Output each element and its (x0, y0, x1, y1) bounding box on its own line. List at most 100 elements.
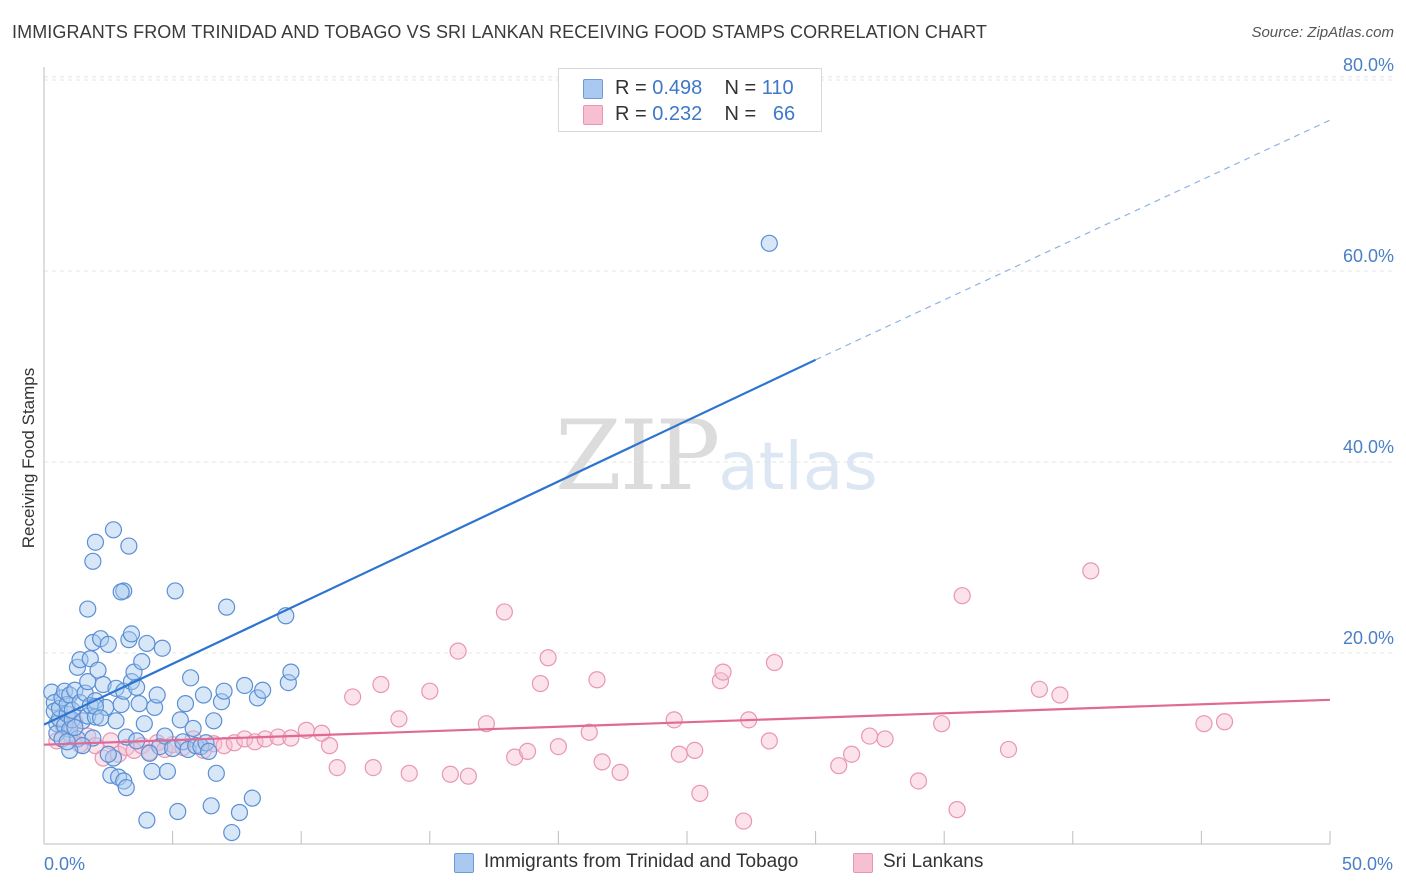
sri-lankans-point (449, 642, 467, 660)
legend-n-label: N = (724, 103, 762, 125)
trinidad-tobago-point (115, 772, 133, 790)
x-tick-label-min: 0.0% (44, 854, 85, 874)
trinidad-tobago-point (179, 740, 197, 759)
trinidad-tobago-point (58, 733, 76, 751)
trinidad-tobago-point (94, 675, 112, 694)
trinidad-tobago-point (79, 600, 97, 618)
sri-lankans-point (580, 723, 598, 741)
sri-lankans-point (953, 587, 971, 605)
sri-lankans-point (539, 649, 557, 667)
trinidad-tobago-point (215, 682, 233, 700)
sri-lankans-point (686, 741, 704, 760)
trinidad-tobago-point (86, 533, 105, 551)
sri-lankans-point (518, 742, 537, 760)
trinidad-tobago-point (117, 779, 135, 797)
sri-lankans-point (999, 740, 1018, 759)
trinidad-tobago-point (153, 639, 171, 657)
trinidad-tobago-point (66, 718, 84, 737)
trinidad-tobago-point (120, 537, 138, 555)
trinidad-tobago-point (243, 789, 261, 807)
axes (43, 67, 1331, 845)
sri-lankans-point (861, 727, 879, 745)
legend-n-label: N = (724, 77, 762, 99)
sri-lankans-point (320, 737, 339, 755)
trinidad-tobago-point (171, 711, 189, 729)
legend-swatch-blue (583, 79, 603, 99)
sri-lankans-point (313, 724, 331, 742)
y-tick-label: 60.0% (1343, 246, 1394, 266)
trinidad-tobago-point (143, 762, 161, 781)
y-axis-label: Receiving Food Stamps (19, 368, 38, 548)
sri-lankans-point (364, 758, 382, 777)
source-credit: Source: ZipAtlas.com (1251, 24, 1394, 41)
sri-lankans-point (400, 764, 418, 782)
sri-lankans-point (531, 674, 549, 693)
sri-lankans-point (495, 603, 513, 621)
y-tick-label: 80.0% (1343, 55, 1394, 75)
bottom-legend-trinidad-tobago: Immigrants from Trinidad and Tobago (454, 850, 834, 876)
trinidad-tobago-point (122, 625, 141, 643)
trinidad-tobago-point (89, 661, 107, 679)
trinidad-tobago-point (212, 693, 231, 711)
sri-lankans-point (256, 730, 274, 748)
y-tick-label: 40.0% (1343, 437, 1394, 457)
trinidad-tobago-point (107, 712, 125, 730)
trinidad-tobago-point (194, 686, 213, 704)
legend-r-value: 0.232 (652, 103, 703, 125)
trinidad-tobago-point (279, 674, 297, 692)
sri-lankans-point (282, 729, 300, 747)
sri-lankans-point (1030, 680, 1048, 698)
trinidad-tobago-point (140, 744, 159, 762)
grid-lines (44, 76, 1394, 654)
trend-lines (43, 119, 1331, 746)
trinidad-tobago-point (104, 521, 123, 539)
trinidad-tobago-point (205, 712, 223, 730)
sri-lankans-point (760, 732, 778, 750)
sri-lankans-point (1051, 686, 1069, 704)
correlation-legend: R = 0.498 N = 110 R = 0.232 N = 66 (558, 68, 822, 132)
trinidad-tobago-trend-extension (815, 119, 1331, 361)
sri-lankans-point (549, 737, 568, 756)
sri-lankans-trend-line (43, 698, 1331, 746)
legend-n-value: 66 (772, 103, 796, 125)
trinidad-tobago-point (182, 669, 200, 687)
trinidad-tobago-point (230, 803, 249, 822)
sri-lankans-point (1195, 715, 1213, 733)
sri-lankans-point (909, 772, 928, 790)
trinidad-tobago-point (148, 686, 166, 704)
trinidad-tobago-point (91, 709, 110, 727)
trinidad-tobago-point (99, 635, 117, 654)
trinidad-tobago-points (43, 234, 778, 842)
trinidad-tobago-point (158, 762, 177, 781)
sri-lankans-point (328, 758, 346, 777)
trinidad-tobago-point (43, 683, 61, 701)
legend-r-value: 0.498 (652, 77, 703, 99)
trinidad-tobago-point (138, 811, 156, 829)
x-tick-label-max: 50.0% (1342, 854, 1393, 874)
legend-r-label: R = (615, 77, 653, 99)
sri-lankans-point (948, 801, 966, 819)
trinidad-tobago-trend-line (43, 358, 817, 726)
trinidad-tobago-point (112, 695, 130, 714)
trinidad-tobago-point (166, 582, 184, 600)
tick-labels: 20.0% 40.0% 60.0% 80.0% 0.0% 50.0% Receiving F… (19, 55, 1394, 874)
sri-lankans-point (372, 675, 390, 694)
sri-lankans-point (765, 653, 784, 672)
trinidad-tobago-point (282, 663, 300, 681)
sri-lankans-point (441, 765, 459, 783)
trinidad-tobago-point (130, 695, 148, 713)
trinidad-tobago-point (254, 681, 272, 699)
sri-lankans-point (933, 715, 951, 733)
sri-lankans-point (593, 753, 611, 771)
sri-lankans-point (588, 671, 606, 689)
watermark-atlas: atlas (718, 428, 878, 505)
legend-r-label: R = (615, 103, 653, 125)
chart-title: IMMIGRANTS FROM TRINIDAD AND TOBAGO VS S… (12, 22, 988, 42)
bottom-legend-label: Sri Lankans (883, 851, 984, 872)
sri-lankans-point (665, 711, 683, 729)
sri-lankans-point (876, 730, 894, 748)
bottom-legend-sri-lankans: Sri Lankans (853, 850, 1013, 876)
trinidad-tobago-point (218, 598, 236, 616)
trinidad-tobago-point (138, 634, 156, 653)
